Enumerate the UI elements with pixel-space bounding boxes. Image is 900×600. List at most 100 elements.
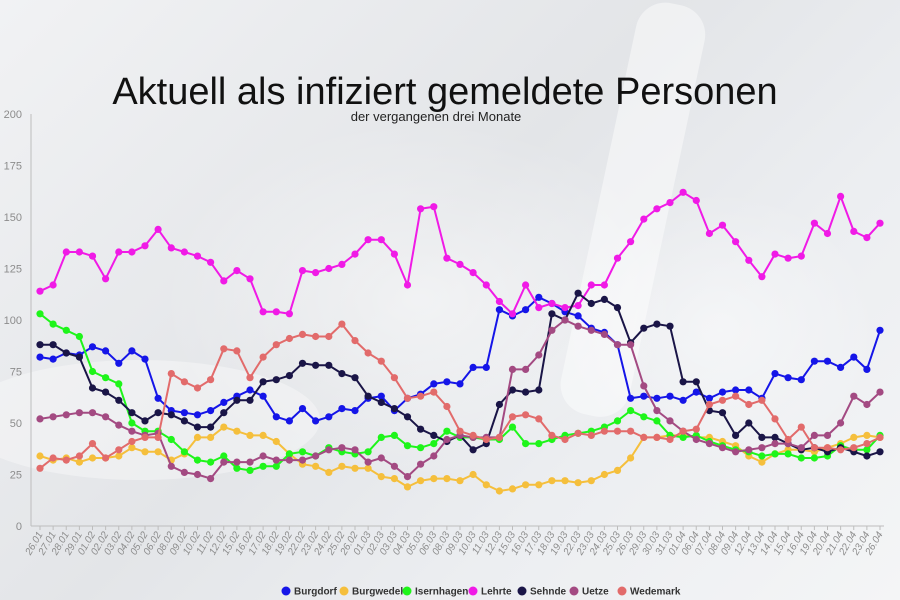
data-point-burgdorf (810, 357, 819, 365)
data-point-lehrte (810, 219, 819, 227)
data-point-wedemark (207, 376, 215, 384)
data-point-burgwedel (154, 448, 162, 456)
data-point-uetze (62, 411, 70, 419)
data-point-burgwedel (351, 464, 359, 472)
data-point-lehrte (469, 269, 477, 277)
data-point-sehnde (154, 409, 162, 417)
data-point-lehrte (207, 258, 215, 266)
data-point-uetze (259, 452, 267, 460)
data-point-wedemark (180, 378, 188, 386)
data-point-isernhagen (627, 407, 635, 415)
data-point-isernhagen (403, 442, 412, 450)
data-point-lehrte (745, 256, 753, 264)
data-point-uetze (613, 341, 622, 349)
data-point-isernhagen (679, 433, 687, 441)
data-point-sehnde (863, 452, 871, 460)
data-point-sehnde (272, 376, 280, 384)
data-point-sehnde (207, 423, 215, 431)
y-tick-label: 150 (4, 212, 22, 224)
data-point-uetze (102, 413, 110, 421)
legend-label-isernhagen: Isernhagen (415, 587, 468, 598)
data-point-burgwedel (561, 477, 569, 485)
data-point-uetze (443, 435, 451, 444)
data-point-burgwedel (469, 470, 477, 479)
series-line-lehrte (39, 191, 881, 315)
data-point-sehnde (600, 295, 609, 303)
data-point-sehnde (351, 374, 359, 382)
data-point-uetze (75, 409, 83, 417)
data-point-burgdorf (784, 374, 792, 382)
data-point-uetze (653, 407, 661, 415)
data-point-wedemark (298, 330, 307, 338)
data-point-wedemark (574, 429, 582, 437)
data-point-uetze (771, 440, 779, 448)
data-point-lehrte (259, 308, 267, 316)
data-point-uetze (587, 326, 595, 334)
series-uetze (36, 316, 884, 483)
data-point-uetze (758, 444, 766, 452)
data-point-lehrte (88, 252, 97, 260)
data-point-sehnde (718, 409, 727, 417)
data-point-wedemark (364, 349, 372, 357)
legend-item-lehrte: Lehrte (468, 586, 512, 598)
data-point-burgwedel (627, 454, 635, 462)
data-point-wedemark (535, 415, 543, 423)
data-point-uetze (364, 458, 372, 466)
data-point-lehrte (692, 196, 700, 205)
data-point-wedemark (272, 341, 280, 349)
data-point-isernhagen (390, 431, 398, 439)
data-point-lehrte (587, 281, 595, 289)
data-point-burgdorf (430, 380, 438, 388)
x-axis: 26.0127.0128.0129.0101.0202.0203.0204.02… (23, 525, 886, 558)
data-point-burgdorf (312, 417, 320, 425)
data-point-burgwedel (325, 468, 333, 476)
data-point-isernhagen (810, 454, 819, 462)
data-point-sehnde (745, 419, 753, 427)
data-point-uetze (285, 456, 293, 464)
data-point-wedemark (456, 427, 464, 435)
data-point-burgdorf (482, 363, 490, 371)
data-point-lehrte (771, 250, 779, 258)
data-point-isernhagen (246, 466, 254, 474)
data-point-burgdorf (469, 363, 477, 371)
data-point-burgwedel (850, 433, 858, 441)
data-point-lehrte (823, 229, 832, 238)
data-point-uetze (298, 456, 307, 464)
y-tick-label: 0 (16, 521, 22, 533)
data-point-isernhagen (102, 374, 110, 382)
series-lehrte (36, 188, 884, 318)
data-point-isernhagen (88, 367, 97, 376)
legend-label-wedemark: Wedemark (630, 587, 681, 598)
data-point-wedemark (653, 433, 661, 441)
data-point-burgwedel (863, 431, 871, 439)
data-point-lehrte (613, 254, 622, 262)
data-point-burgwedel (259, 431, 267, 439)
data-point-uetze (180, 468, 188, 476)
data-point-sehnde (732, 431, 740, 439)
legend-label-sehnde: Sehnde (530, 587, 567, 598)
data-point-wedemark (443, 402, 451, 411)
data-point-wedemark (823, 444, 832, 452)
data-point-burgwedel (535, 481, 543, 489)
y-tick-label: 25 (10, 470, 22, 482)
data-point-isernhagen (180, 448, 188, 456)
data-point-wedemark (705, 400, 714, 409)
data-point-wedemark (312, 332, 320, 341)
data-point-lehrte (338, 260, 346, 268)
data-point-sehnde (692, 378, 700, 386)
data-point-lehrte (141, 242, 149, 250)
data-point-isernhagen (272, 462, 280, 470)
data-point-isernhagen (417, 444, 425, 452)
data-point-sehnde (115, 396, 123, 404)
data-point-wedemark (141, 433, 149, 441)
data-point-isernhagen (49, 320, 57, 328)
data-point-sehnde (679, 378, 687, 386)
y-tick-label: 50 (10, 418, 22, 430)
data-point-burgdorf (692, 388, 700, 396)
data-point-uetze (850, 392, 858, 400)
data-point-wedemark (351, 337, 359, 345)
data-point-lehrte (522, 281, 530, 289)
data-point-lehrte (128, 248, 136, 256)
data-point-wedemark (193, 384, 202, 392)
data-point-isernhagen (535, 440, 543, 448)
